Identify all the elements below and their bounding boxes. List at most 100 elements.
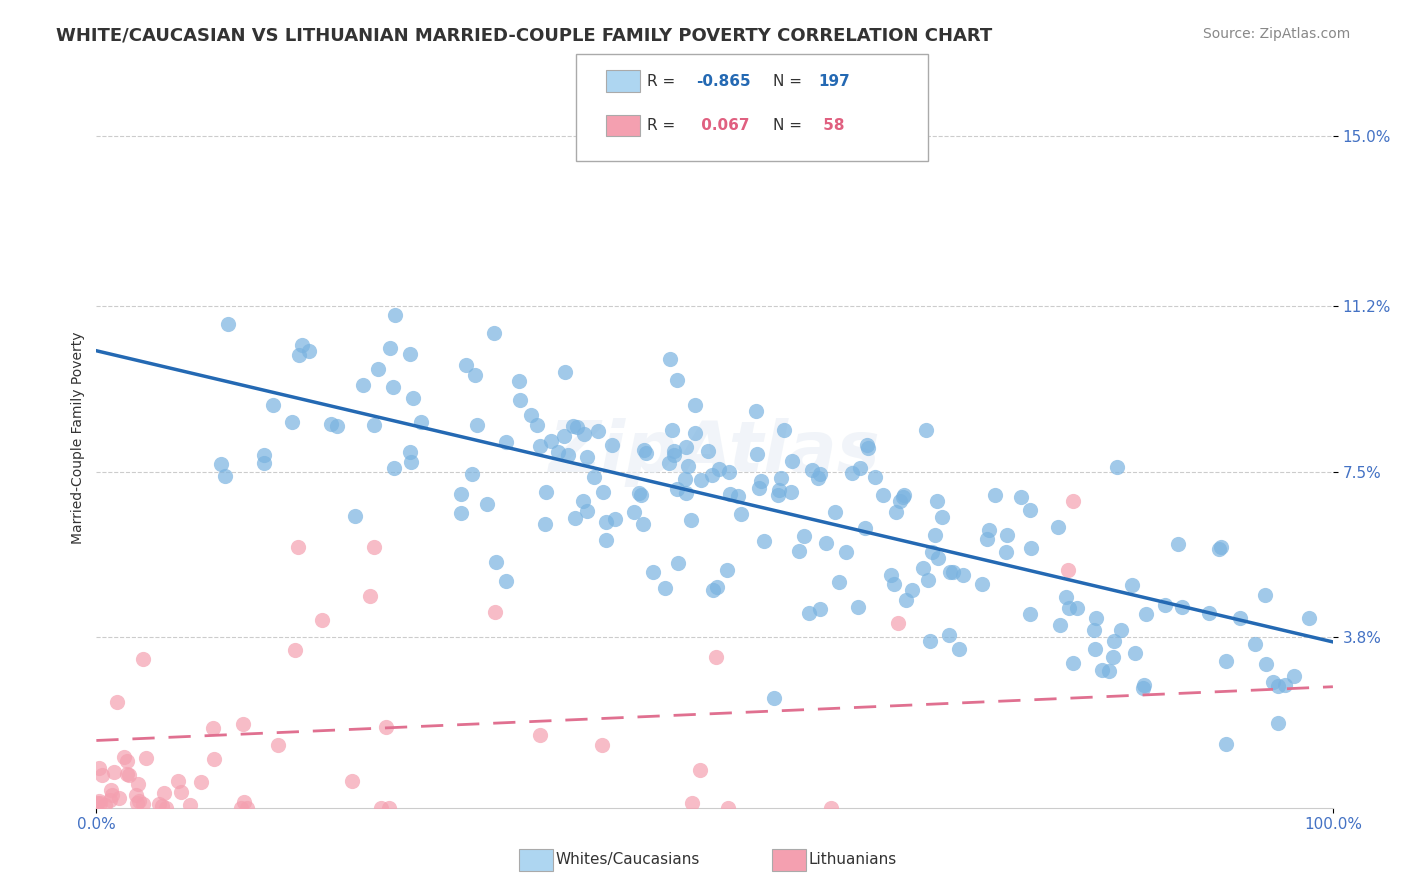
Point — [190, 774, 212, 789]
Point — [808, 467, 831, 482]
Point — [1198, 607, 1220, 621]
Point — [1084, 642, 1107, 657]
Point — [540, 434, 562, 448]
Point — [633, 443, 655, 458]
Point — [214, 468, 236, 483]
Point — [91, 768, 114, 782]
Point — [718, 465, 741, 479]
Point — [793, 529, 815, 543]
Point — [87, 761, 110, 775]
Point — [464, 368, 486, 382]
Point — [363, 417, 385, 432]
Point — [921, 545, 943, 559]
Point — [716, 563, 738, 577]
Point — [575, 450, 598, 464]
Point — [1062, 494, 1084, 508]
Point — [931, 510, 953, 524]
Text: ZipAtlas: ZipAtlas — [548, 418, 880, 487]
Point — [995, 528, 1018, 542]
Point — [631, 517, 654, 532]
Point — [595, 533, 617, 548]
Point — [495, 574, 517, 588]
Point — [232, 717, 254, 731]
Point — [554, 366, 576, 380]
Point — [654, 582, 676, 596]
Point — [749, 475, 772, 489]
Point — [1062, 656, 1084, 670]
Point — [807, 471, 830, 485]
Point — [683, 426, 706, 441]
Point — [763, 690, 786, 705]
Point — [1121, 578, 1143, 592]
Point — [411, 415, 433, 429]
Point — [281, 415, 304, 429]
Point — [976, 532, 998, 546]
Point — [846, 600, 869, 615]
Point — [1049, 617, 1071, 632]
Point — [508, 374, 530, 388]
Point — [89, 797, 111, 811]
Point — [808, 602, 831, 616]
Point — [979, 523, 1001, 537]
Point — [1097, 664, 1119, 678]
Point — [148, 797, 170, 811]
Point — [675, 485, 697, 500]
Point — [201, 721, 224, 735]
Point — [495, 434, 517, 449]
Point — [925, 494, 948, 508]
Point — [98, 793, 121, 807]
Point — [127, 796, 149, 810]
Point — [1167, 537, 1189, 551]
Text: Whites/Caucasians: Whites/Caucasians — [555, 853, 700, 867]
Point — [553, 429, 575, 443]
Point — [529, 439, 551, 453]
Point — [321, 417, 343, 431]
Point — [768, 488, 790, 502]
Point — [690, 473, 713, 487]
Point — [1107, 460, 1129, 475]
Point — [124, 788, 146, 802]
Point — [384, 460, 406, 475]
Point — [1054, 590, 1077, 604]
Point — [849, 461, 872, 475]
Point — [702, 583, 724, 598]
Point — [912, 561, 935, 575]
Point — [576, 504, 599, 518]
Point — [233, 795, 256, 809]
Point — [557, 448, 579, 462]
Point — [952, 567, 974, 582]
Point — [1132, 681, 1154, 695]
Point — [89, 794, 111, 808]
Point — [592, 484, 614, 499]
Point — [855, 438, 877, 452]
Text: N =: N = — [773, 119, 807, 133]
Point — [855, 521, 877, 535]
Point — [1254, 588, 1277, 602]
Point — [370, 800, 392, 814]
Point — [1019, 503, 1042, 517]
Point — [374, 720, 396, 734]
Point — [745, 447, 768, 461]
Point — [1215, 653, 1237, 667]
Point — [1243, 636, 1265, 650]
Point — [856, 441, 879, 455]
Point — [343, 508, 366, 523]
Point — [863, 470, 886, 484]
Point — [572, 494, 595, 508]
Point — [1066, 601, 1088, 615]
Point — [658, 456, 681, 470]
Point — [1019, 607, 1042, 621]
Point — [841, 466, 863, 480]
Point — [380, 341, 402, 355]
Point — [86, 796, 108, 810]
Point — [706, 650, 728, 665]
Point — [984, 488, 1007, 502]
Point — [1057, 600, 1080, 615]
Text: 58: 58 — [818, 119, 845, 133]
Point — [1274, 678, 1296, 692]
Point — [363, 540, 385, 554]
Point — [676, 458, 699, 473]
Point — [572, 427, 595, 442]
Point — [484, 605, 506, 619]
Point — [918, 634, 941, 648]
